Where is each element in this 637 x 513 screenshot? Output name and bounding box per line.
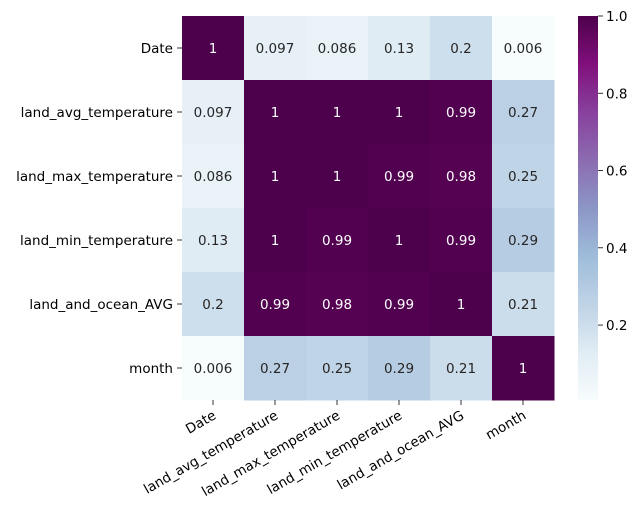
cell-value-label: 0.097 xyxy=(256,41,295,57)
cell-value-label: 0.98 xyxy=(322,297,352,313)
cell-value-label: 0.21 xyxy=(446,361,476,377)
y-axis-tick-labels: Date land_avg_temperature land_max_tempera… xyxy=(16,41,182,377)
y-tick-label: land_and_ocean_AVG xyxy=(29,297,173,313)
heatmap-cell xyxy=(430,80,493,145)
heatmap-cell xyxy=(244,336,307,401)
heatmap-cell xyxy=(368,272,431,337)
colorbar-tick-label: 0.8 xyxy=(606,86,627,102)
cell-value-label: 1 xyxy=(209,41,218,57)
heatmap-cell xyxy=(182,272,245,337)
heatmap-cell xyxy=(368,336,431,401)
heatmap-cell xyxy=(182,336,245,401)
cell-value-label: 0.2 xyxy=(450,41,471,57)
heatmap-cell xyxy=(368,208,431,273)
cell-value-label: 0.25 xyxy=(322,361,352,377)
cell-value-label: 1 xyxy=(395,233,404,249)
heatmap-cell xyxy=(182,208,245,273)
heatmap-cell xyxy=(368,16,431,81)
heatmap-cell xyxy=(492,336,555,401)
cell-value-label: 0.21 xyxy=(508,297,538,313)
x-axis-tick-labels: Dateland_avg_temperatureland_max_tempera… xyxy=(141,400,529,500)
cell-value-label: 0.99 xyxy=(384,297,414,313)
heatmap-cell xyxy=(492,80,555,145)
cell-value-label: 0.99 xyxy=(384,169,414,185)
cell-value-label: 0.99 xyxy=(446,105,476,121)
y-tick-label: Date xyxy=(141,41,173,57)
cell-value-label: 0.2 xyxy=(202,297,223,313)
heatmap-cell xyxy=(182,16,245,81)
cell-value-label: 0.13 xyxy=(384,41,414,57)
heatmap-cell xyxy=(306,144,369,209)
cell-value-label: 0.29 xyxy=(508,233,538,249)
cell-value-label: 1 xyxy=(271,233,280,249)
cell-value-label: 0.27 xyxy=(260,361,290,377)
cell-value-label: 0.29 xyxy=(384,361,414,377)
cell-value-label: 1 xyxy=(519,361,528,377)
heatmap-cell xyxy=(430,336,493,401)
y-tick-label: land_min_temperature xyxy=(20,233,173,249)
cell-value-label: 0.99 xyxy=(322,233,352,249)
heatmap-cell xyxy=(306,208,369,273)
colorbar-tick-label: 1.0 xyxy=(606,9,627,25)
heatmap-cell xyxy=(244,16,307,81)
cell-value-label: 0.13 xyxy=(198,233,228,249)
colorbar: 0.2 0.4 0.6 0.8 1.0 xyxy=(578,9,627,400)
heatmap-cell xyxy=(492,144,555,209)
cell-value-label: 1 xyxy=(457,297,466,313)
heatmap-cell xyxy=(182,144,245,209)
colorbar-tick-label: 0.6 xyxy=(606,164,627,180)
heatmap-cell xyxy=(368,80,431,145)
heatmap-cell xyxy=(306,272,369,337)
cell-value-label: 0.086 xyxy=(318,41,357,57)
cell-value-label: 1 xyxy=(271,105,280,121)
colorbar-tick-label: 0.2 xyxy=(606,318,627,334)
heatmap-cell-labels: 1 0.097 0.086 0.13 0.2 0.006 0.097 1 1 1 0.99 0.27 0… xyxy=(194,41,543,377)
heatmap-cell xyxy=(306,80,369,145)
heatmap-cell xyxy=(244,272,307,337)
heatmap-cell xyxy=(430,208,493,273)
cell-value-label: 1 xyxy=(271,169,280,185)
heatmap-cell xyxy=(244,208,307,273)
x-tick-label: month xyxy=(483,408,529,444)
heatmap-cell xyxy=(244,80,307,145)
y-tick-label: land_avg_temperature xyxy=(21,105,173,121)
heatmap-cell xyxy=(492,272,555,337)
y-tick-label: land_max_temperature xyxy=(16,169,173,185)
cell-value-label: 1 xyxy=(395,105,404,121)
heatmap-cell xyxy=(430,16,493,81)
cell-value-label: 0.086 xyxy=(194,169,233,185)
cell-value-label: 0.99 xyxy=(260,297,290,313)
cell-value-label: 0.25 xyxy=(508,169,538,185)
cell-value-label: 0.27 xyxy=(508,105,538,121)
cell-value-label: 0.99 xyxy=(446,233,476,249)
heatmap-cell xyxy=(430,144,493,209)
cell-value-label: 0.006 xyxy=(504,41,543,57)
colorbar-gradient xyxy=(578,16,598,400)
heatmap-cell xyxy=(306,336,369,401)
cell-value-label: 1 xyxy=(333,105,342,121)
heatmap-cell xyxy=(368,144,431,209)
x-tick-label: Date xyxy=(183,408,219,438)
cell-value-label: 0.006 xyxy=(194,361,233,377)
cell-value-label: 0.98 xyxy=(446,169,476,185)
heatmap-cell xyxy=(182,80,245,145)
heatmap-cell xyxy=(430,272,493,337)
heatmap-cell xyxy=(306,16,369,81)
heatmap-cell xyxy=(492,16,555,81)
y-tick-label: month xyxy=(129,361,173,377)
heatmap-cells xyxy=(182,16,555,401)
colorbar-tick-label: 0.4 xyxy=(606,241,627,257)
cell-value-label: 1 xyxy=(333,169,342,185)
heatmap-cell xyxy=(492,208,555,273)
heatmap-cell xyxy=(244,144,307,209)
cell-value-label: 0.097 xyxy=(194,105,233,121)
